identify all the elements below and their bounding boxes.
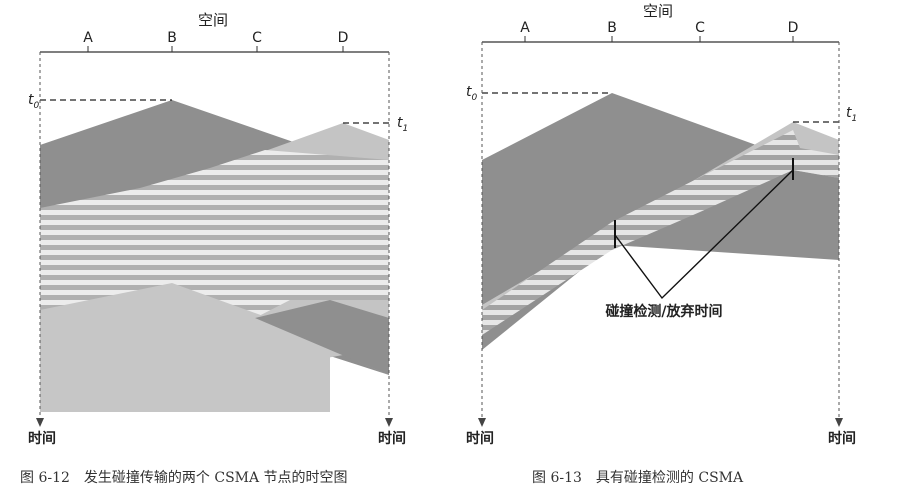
node-ticks [524,36,794,42]
node-d-label: D [788,20,799,36]
space-label: 空间 [643,2,673,20]
figure-caption-6-13: 图 6-13 具有碰撞检测的 CSMA [532,470,744,486]
space-label: 空间 [198,11,228,29]
transmission-waves [482,93,839,350]
annotation-pointer [614,169,794,300]
time-label-right: 时间 [828,430,856,447]
t0-label: t0 [28,92,40,111]
node-b-tail [40,283,330,412]
figure-caption-6-12: 图 6-12 发生碰撞传输的两个 CSMA 节点的时空图 [20,470,348,486]
node-ticks [87,46,344,52]
node-d-tail [255,300,389,375]
t1-label: t1 [846,105,857,124]
time-label-left: 时间 [28,430,56,447]
arrow-down-icon [478,418,486,427]
t0-label: t0 [466,84,478,103]
node-c-label: C [695,20,705,36]
transmission-waves [40,100,389,412]
node-a-label: A [83,30,93,46]
arrow-down-icon [36,418,44,427]
time-label-left: 时间 [466,430,494,447]
collision-overlap [482,130,839,335]
collision-detect-annotation: 碰撞检测/放弃时间 [605,303,722,320]
node-a-label: A [520,20,530,36]
t1-label: t1 [397,115,408,134]
node-b-label: B [607,20,617,36]
figure-6-12: 空间 A B C D t0 t1 [28,11,408,447]
node-c-label: C [252,30,262,46]
arrow-down-icon [385,418,393,427]
arrow-down-icon [835,418,843,427]
node-b-label: B [167,30,177,46]
collision-overlap [40,150,389,318]
node-d-label: D [338,30,349,46]
figure-6-13: 空间 A B C D t0 t1 碰撞检测/放弃时间 [466,2,857,447]
time-label-right: 时间 [378,430,406,447]
